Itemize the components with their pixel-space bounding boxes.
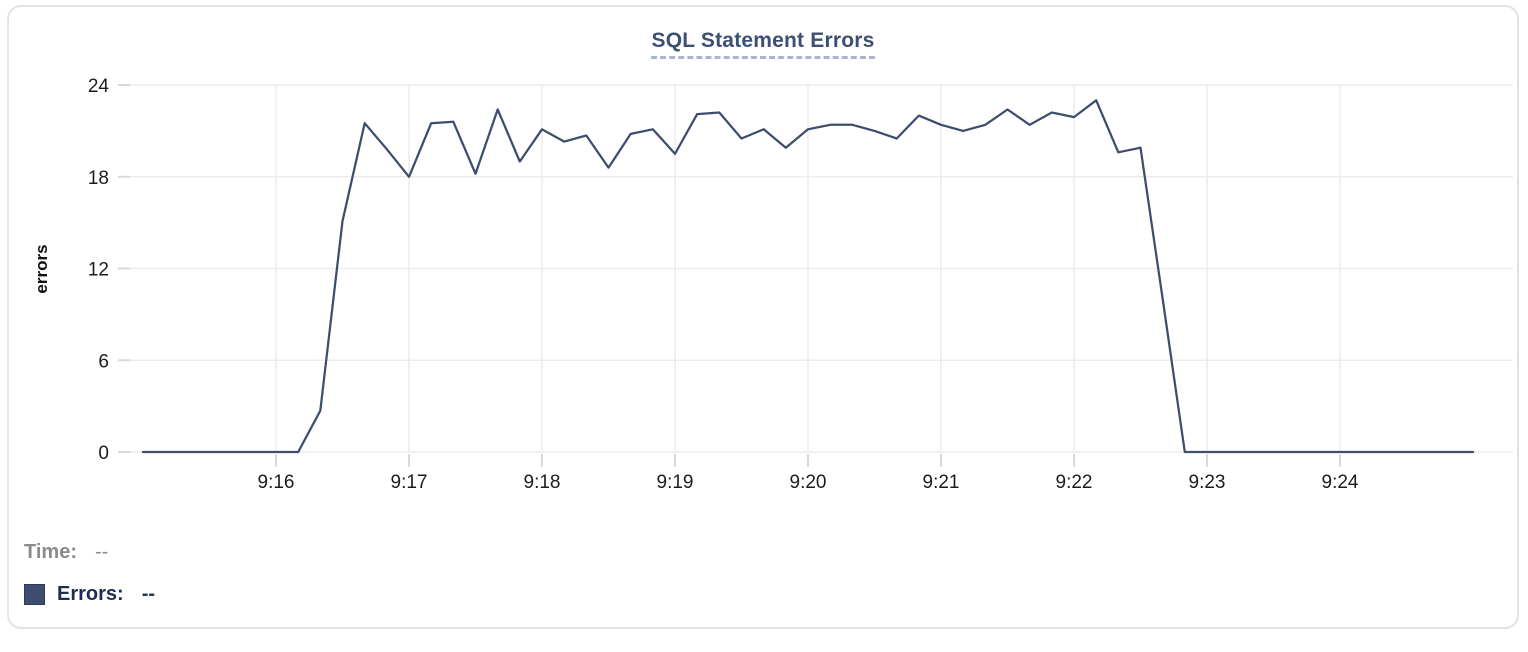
x-tick-label: 9:24 [1322,472,1359,493]
x-tick-label: 9:17 [391,472,428,493]
y-tick-label: 0 [98,443,109,464]
x-tick-label: 9:16 [258,472,295,493]
sql-errors-line-chart[interactable]: 0 6 12 18 24 9:16 9:17 9:18 9:19 9:20 9:21 9:22 9:23… [9,7,1525,512]
chart-title-wrap: SQL Statement Errors [9,29,1517,59]
x-tick-label: 9:21 [923,472,960,493]
legend-time-value: -- [94,541,109,563]
y-axis-title: errors [32,244,51,293]
legend-time-row: Time: -- [24,541,108,564]
legend-errors-label: Errors: [57,583,124,605]
x-tick-label: 9:20 [790,472,827,493]
x-tick-label: 9:18 [524,472,561,493]
x-tick-label: 9:22 [1056,472,1093,493]
series-line-errors[interactable] [141,99,1475,454]
legend-time-label: Time: [24,541,77,563]
chart-card: SQL Statement Errors 0 6 12 18 24 9:16 9:17 9:1… [7,5,1519,629]
x-tick-label: 9:23 [1189,472,1226,493]
legend-errors-row: Errors: -- [24,583,155,606]
y-tick-label: 24 [88,76,110,97]
y-tick-label: 18 [88,168,109,189]
legend-errors-swatch [24,584,45,605]
legend-errors-value: -- [141,583,156,605]
x-tick-label: 9:19 [657,472,694,493]
y-tick-label: 12 [88,260,109,281]
chart-title[interactable]: SQL Statement Errors [651,29,875,59]
y-tick-label: 6 [98,351,109,372]
